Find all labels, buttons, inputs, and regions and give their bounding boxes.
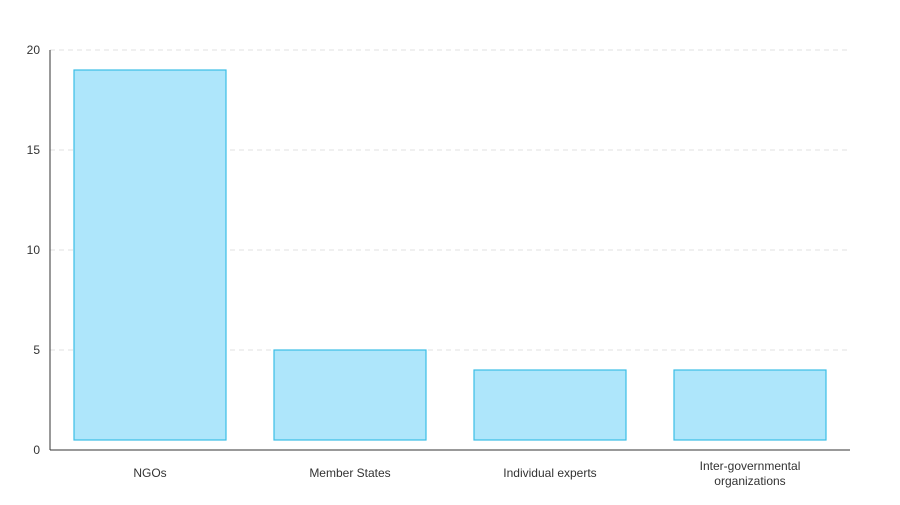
x-tick-label-line: organizations	[714, 474, 785, 488]
x-tick-label: Individual experts	[503, 466, 596, 480]
grid-lines	[50, 49, 850, 351]
x-tick-label-line: Member States	[309, 466, 390, 480]
x-tick-label-line: NGOs	[133, 466, 166, 480]
x-tick-label: Member States	[309, 466, 390, 480]
bar-member-states	[273, 349, 427, 441]
x-tick-labels: NGOs Member States Individual experts Inter…	[133, 459, 800, 488]
bar-inter-governmental-organizations	[673, 369, 827, 441]
bars	[73, 69, 827, 441]
x-tick-label: Inter-governmental organizations	[700, 459, 801, 488]
y-tick-label: 5	[33, 343, 40, 357]
y-tick-labels: 0 5 10 15 20	[27, 43, 41, 457]
x-tick-label-line: Inter-governmental	[700, 459, 801, 473]
y-tick-label: 20	[27, 43, 41, 57]
y-tick-label: 15	[27, 143, 41, 157]
bar-ngos	[73, 69, 227, 441]
y-tick-label: 10	[27, 243, 41, 257]
y-tick-label: 0	[33, 443, 40, 457]
bar-individual-experts	[473, 369, 627, 441]
x-tick-label-line: Individual experts	[503, 466, 596, 480]
axes	[49, 50, 850, 451]
x-tick-label: NGOs	[133, 466, 166, 480]
